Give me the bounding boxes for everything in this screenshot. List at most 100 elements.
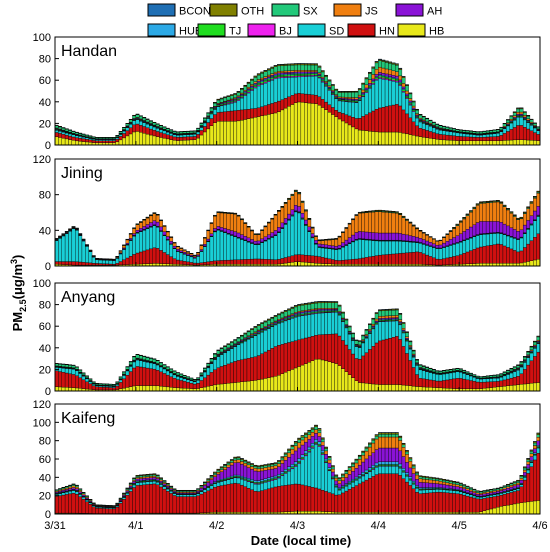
bar-js — [401, 328, 406, 331]
bar-hn — [250, 357, 254, 381]
bar-sd — [209, 363, 214, 373]
bar-hn — [364, 257, 369, 265]
bar-hb — [391, 384, 396, 392]
bar-hn — [465, 379, 470, 390]
bar-hn — [398, 339, 403, 385]
bar-hb — [388, 384, 392, 392]
bar-tj — [310, 73, 315, 76]
bar-sx — [428, 120, 433, 124]
bar-sd — [236, 344, 241, 361]
bar-sd — [229, 348, 234, 363]
bar-sd — [364, 92, 369, 115]
bar-sx — [388, 310, 392, 316]
bar-sx — [378, 310, 382, 317]
bar-hn — [233, 110, 238, 122]
bar-hb — [280, 373, 285, 392]
bar-sx — [327, 302, 332, 309]
bar-hn — [149, 248, 153, 264]
bar-sd — [145, 123, 150, 128]
y-tick-label: 40 — [39, 225, 51, 237]
bar-ah — [310, 233, 315, 238]
bar-hn — [432, 257, 436, 266]
bar-ah — [405, 234, 409, 242]
bar-js — [418, 231, 423, 239]
bar-stack — [496, 129, 500, 146]
bar-hb — [324, 360, 328, 392]
bar-hn — [290, 95, 295, 105]
bar-stack — [337, 235, 342, 267]
bar-sx — [354, 340, 359, 345]
bar-stack — [452, 128, 456, 146]
bar-ah — [273, 230, 278, 235]
bar-hb — [300, 364, 305, 392]
bar-hn — [347, 349, 352, 375]
bar-sx — [458, 368, 463, 371]
bar-hn — [88, 262, 93, 266]
bar-ah — [475, 222, 480, 235]
bar-hb — [203, 131, 207, 146]
bar-hn — [122, 259, 126, 265]
bar-stack — [226, 343, 231, 392]
bar-js — [300, 70, 305, 73]
bar-stack — [128, 118, 133, 146]
bar-ah — [428, 242, 433, 246]
bar-sd — [95, 259, 99, 264]
bar-stack — [61, 127, 66, 146]
bar-tj — [256, 83, 261, 86]
bar-bcon — [307, 302, 312, 304]
bar-stack — [128, 361, 133, 392]
bar-tj — [381, 76, 386, 79]
bar-hb — [186, 139, 190, 146]
bar-sd — [388, 321, 392, 339]
bar-hn — [155, 370, 160, 386]
bar-hn — [361, 116, 366, 131]
bar-sx — [169, 368, 174, 372]
bar-stack — [357, 211, 362, 267]
bar-sd — [371, 240, 376, 257]
bar-sx — [172, 131, 177, 134]
bar-hn — [179, 380, 184, 389]
bar-hn — [452, 135, 456, 141]
bar-ah — [219, 227, 224, 231]
bar-sx — [81, 372, 86, 376]
bar-sd — [314, 243, 318, 257]
bar-ah — [142, 226, 147, 230]
bar-hn — [314, 94, 318, 104]
bar-bcon — [297, 304, 302, 305]
bar-sx — [475, 131, 480, 134]
bar-stack — [408, 221, 413, 267]
bar-stack — [253, 75, 258, 146]
bar-stack — [273, 214, 278, 267]
bar-hb — [371, 383, 376, 392]
bar-js — [253, 81, 258, 84]
bar-js — [496, 201, 500, 222]
bar-sd — [203, 246, 207, 263]
bar-sd — [455, 132, 460, 137]
bar-js — [307, 219, 312, 227]
bar-ah — [233, 231, 238, 237]
bar-hn — [485, 136, 490, 141]
bar-stack — [364, 77, 369, 146]
bar-stack — [512, 214, 517, 267]
bar-sd — [398, 241, 403, 254]
bar-sx — [236, 338, 241, 342]
bar-stack — [142, 117, 147, 146]
bar-ah — [300, 71, 305, 74]
bar-hn — [435, 133, 440, 140]
bar-sd — [152, 225, 157, 248]
bar-sx — [482, 131, 487, 134]
bar-hb — [290, 262, 295, 267]
bar-hb — [142, 133, 147, 146]
bar-js — [357, 94, 362, 98]
bar-hn — [71, 136, 76, 141]
bar-hn — [307, 255, 312, 263]
bar-stack — [331, 238, 335, 267]
bar-hb — [448, 140, 453, 146]
bar-sd — [475, 134, 480, 138]
bar-js — [452, 228, 456, 238]
bar-stack — [250, 229, 254, 267]
bar-hb — [159, 385, 163, 392]
bar-hn — [64, 135, 69, 140]
bar-js — [213, 215, 217, 229]
bar-js — [277, 71, 281, 74]
